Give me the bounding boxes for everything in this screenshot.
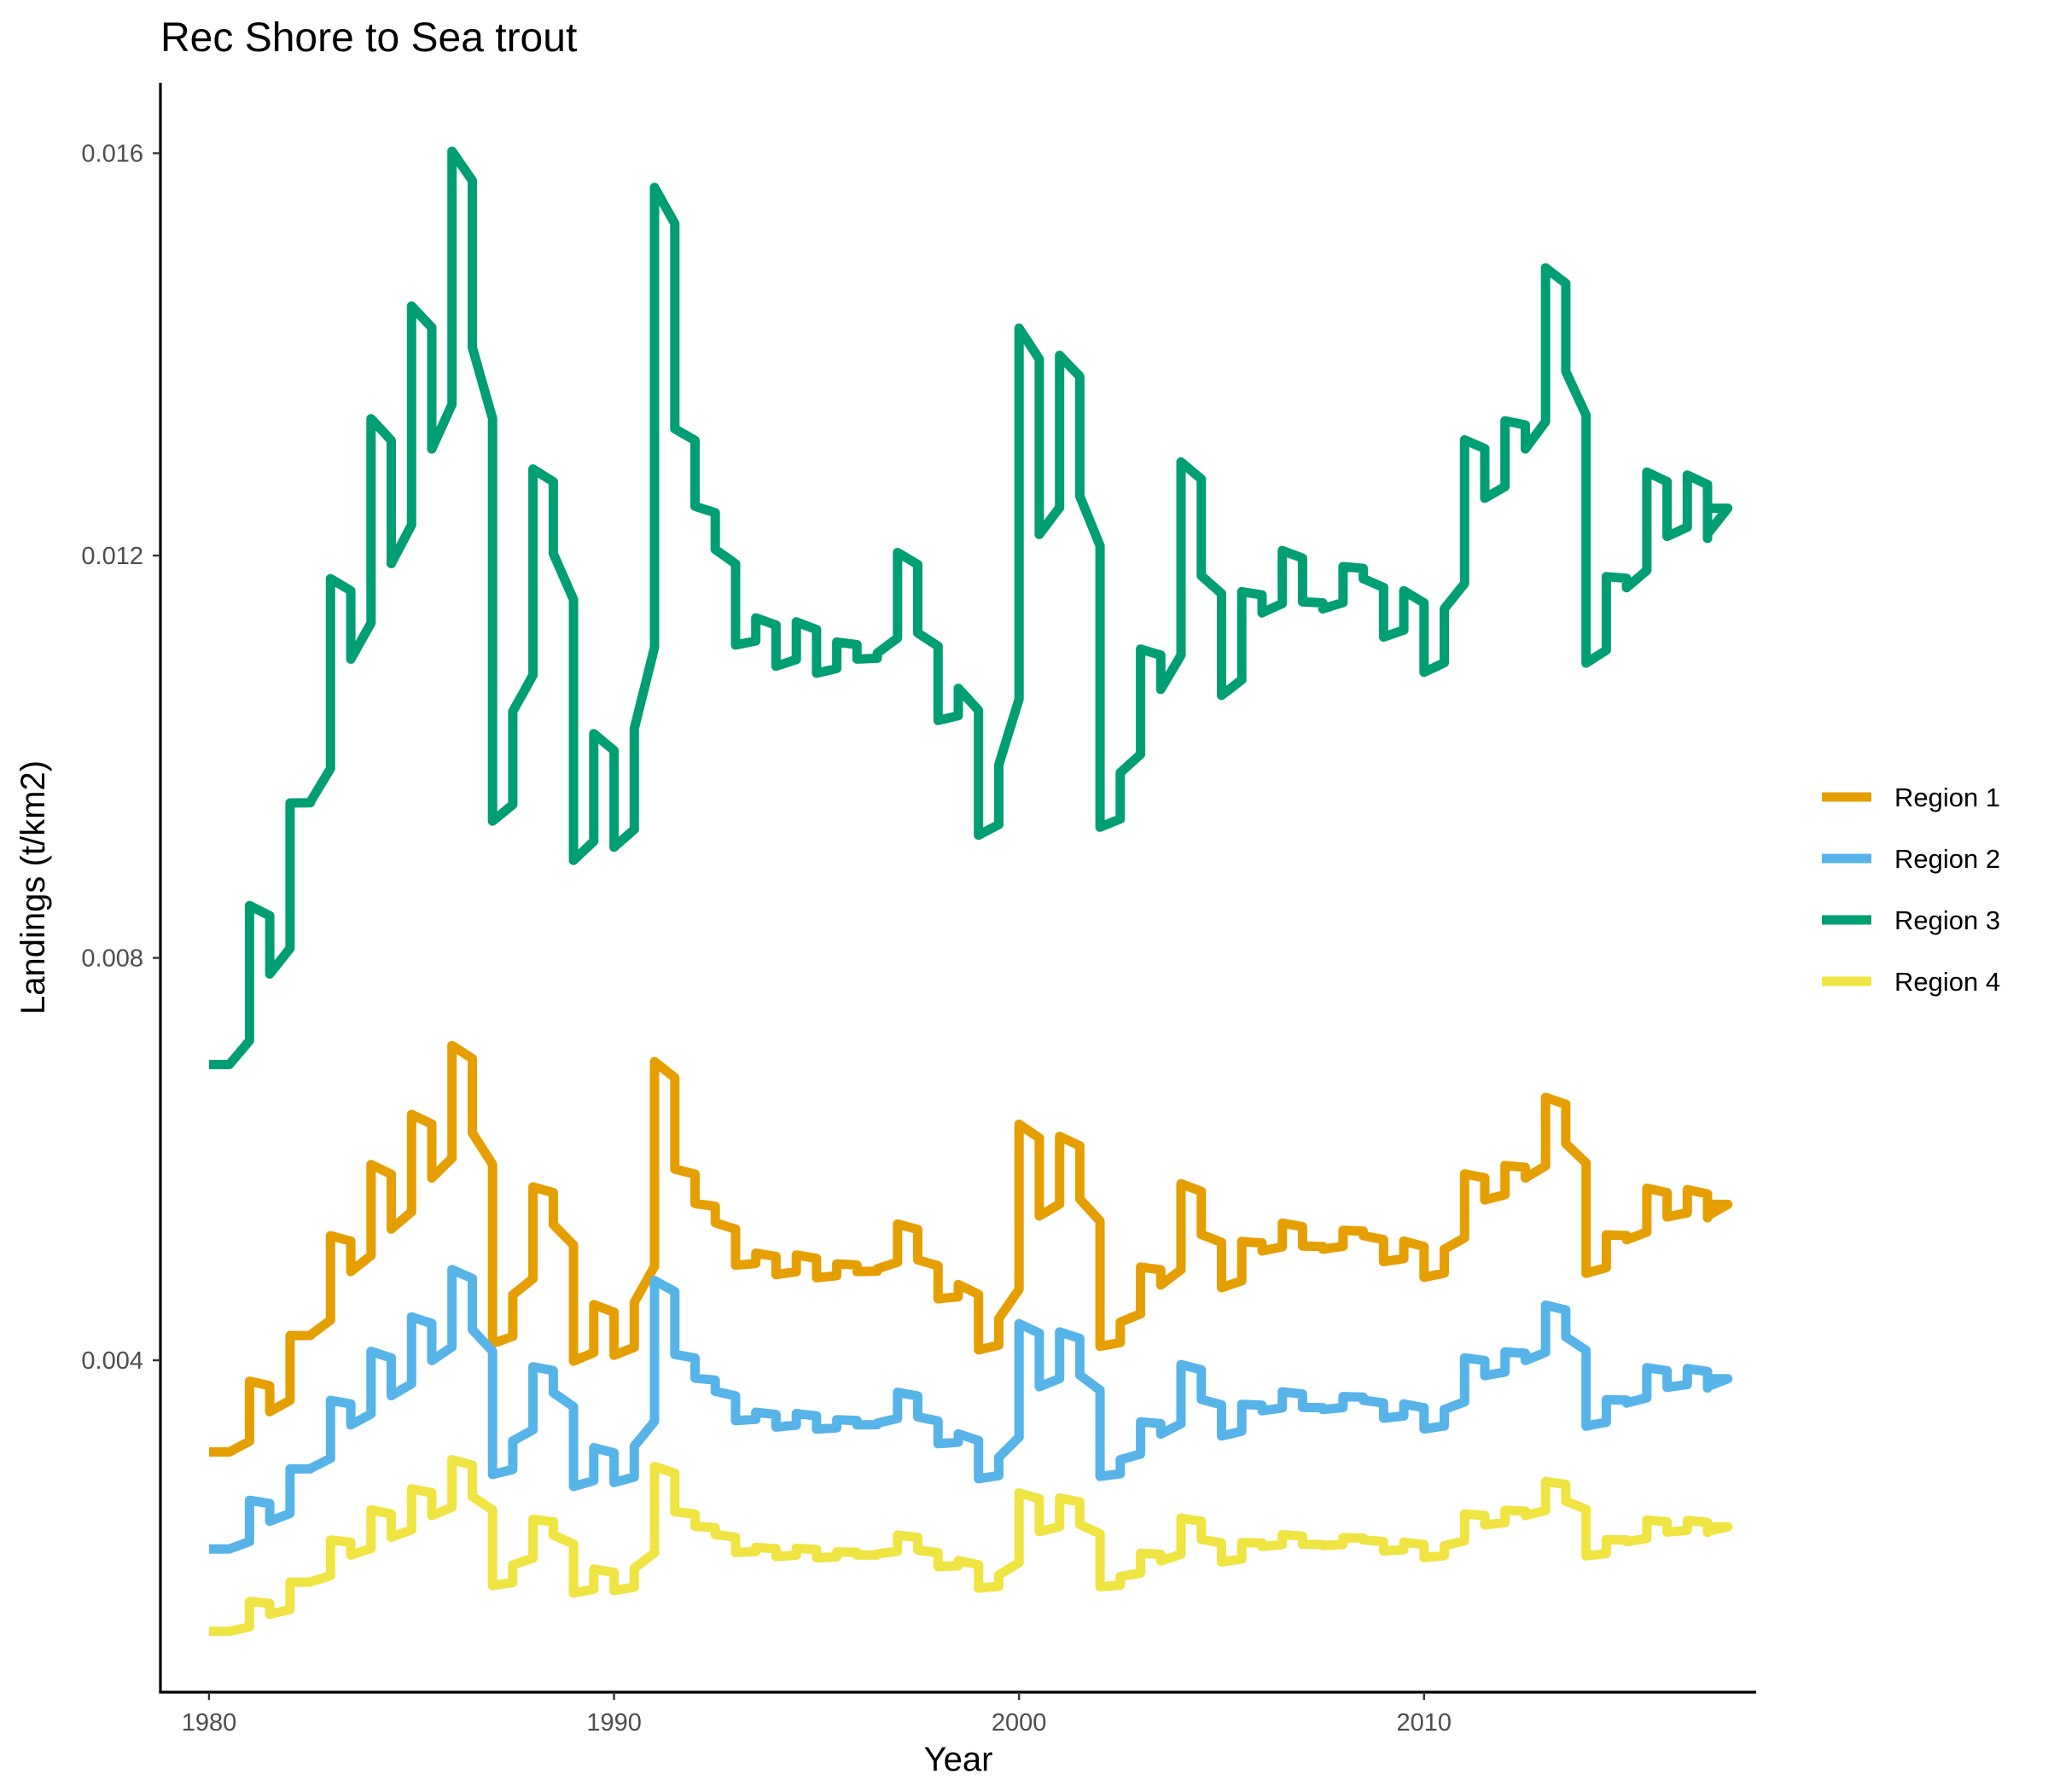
x-tick-label: 1980 [182, 1709, 237, 1737]
series-group [209, 146, 1733, 1637]
legend-label-1: Region 1 [1894, 783, 2000, 812]
x-axis-title: Year [924, 1741, 993, 1778]
series-line-4 [209, 1455, 1733, 1637]
chart-title: Rec Shore to Sea trout [160, 15, 577, 61]
x-tick-label: 2000 [992, 1709, 1047, 1737]
y-tick-label: 0.008 [81, 945, 143, 973]
x-tick-label: 2010 [1397, 1709, 1452, 1737]
legend-label-3: Region 3 [1894, 905, 2000, 935]
legend-label-4: Region 4 [1894, 967, 2000, 997]
y-tick-label: 0.004 [81, 1347, 143, 1375]
x-tick-label: 1990 [586, 1709, 642, 1737]
y-tick-label: 0.012 [81, 543, 143, 570]
legend-label-2: Region 2 [1894, 844, 2000, 874]
y-axis-title: Landings (t/km2) [15, 760, 52, 1015]
series-line-2 [209, 1265, 1733, 1554]
x-axis-ticks: 1980 1990 2000 2010 [182, 1692, 1452, 1737]
legend: Region 1 Region 2 Region 3 Region 4 [1822, 783, 2000, 997]
plot-area: 0.004 0.008 0.012 0.016 1980 1990 2000 2010 [81, 83, 1756, 1737]
y-tick-label: 0.016 [81, 141, 143, 168]
series-line-1 [209, 1040, 1733, 1457]
y-axis-ticks: 0.004 0.008 0.012 0.016 [81, 141, 160, 1375]
series-line-3 [209, 146, 1733, 1069]
